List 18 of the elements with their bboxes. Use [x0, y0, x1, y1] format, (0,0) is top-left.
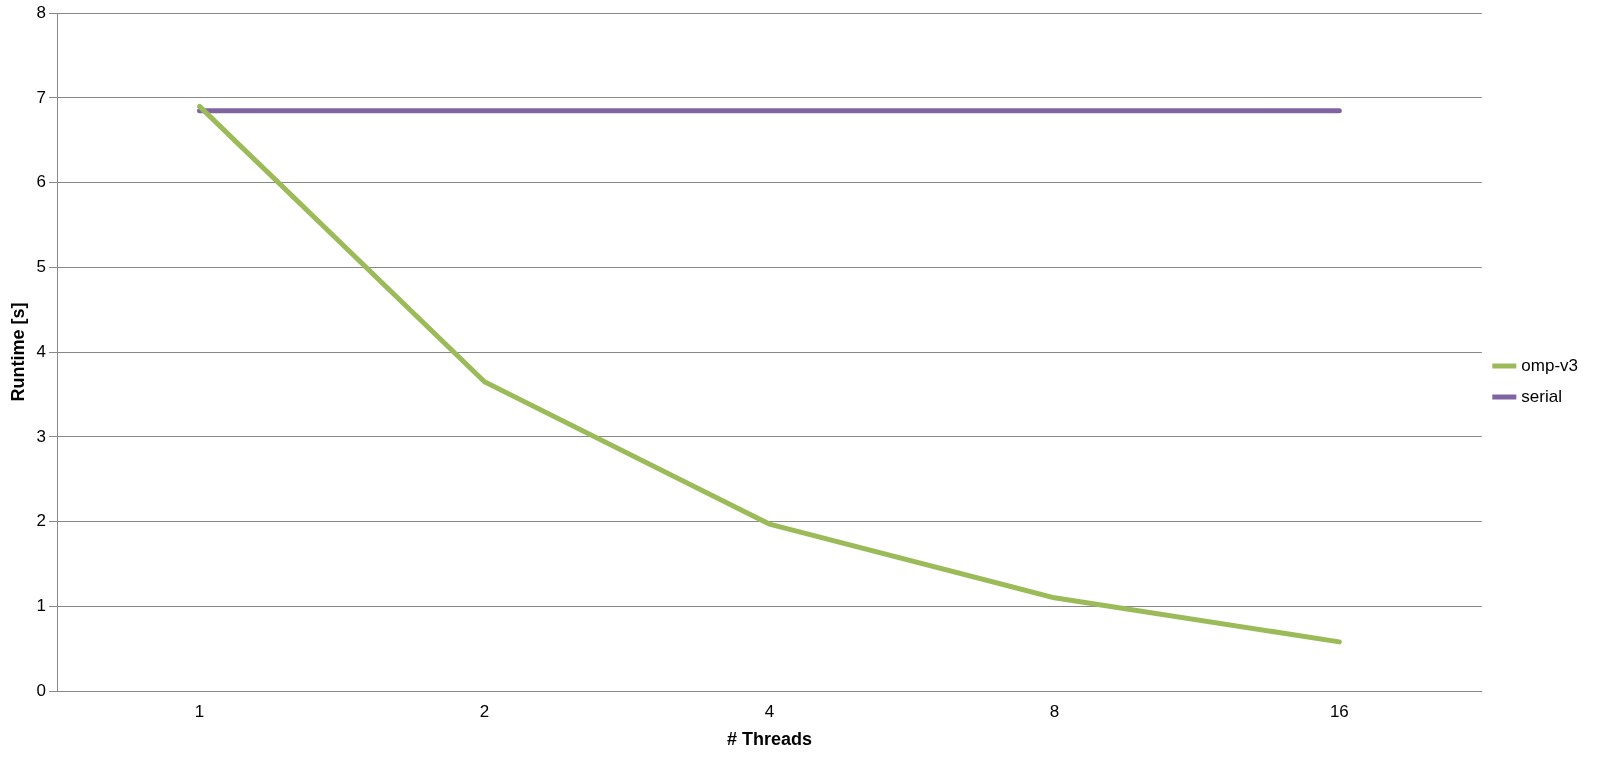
legend-label: serial	[1521, 386, 1562, 406]
y-tick-label: 5	[36, 257, 47, 277]
x-tick-label: 2	[479, 701, 490, 721]
y-tick-label: 8	[36, 2, 47, 22]
legend-label: omp-v3	[1521, 355, 1578, 375]
y-tick-label: 2	[36, 511, 47, 531]
y-tick-label: 0	[36, 680, 47, 700]
y-tick-label: 6	[36, 172, 47, 192]
x-tick-label: 4	[764, 701, 775, 721]
y-tick-label: 1	[36, 595, 47, 615]
y-tick-label: 3	[36, 426, 47, 446]
y-tick-label: 7	[36, 87, 47, 107]
x-axis-title: # Threads	[726, 729, 812, 750]
x-tick-label: 1	[194, 701, 205, 721]
y-axis-title: Runtime [s]	[7, 302, 28, 402]
x-tick-label: 16	[1329, 701, 1349, 721]
y-tick-label: 4	[36, 341, 47, 361]
x-tick-label: 8	[1049, 701, 1060, 721]
